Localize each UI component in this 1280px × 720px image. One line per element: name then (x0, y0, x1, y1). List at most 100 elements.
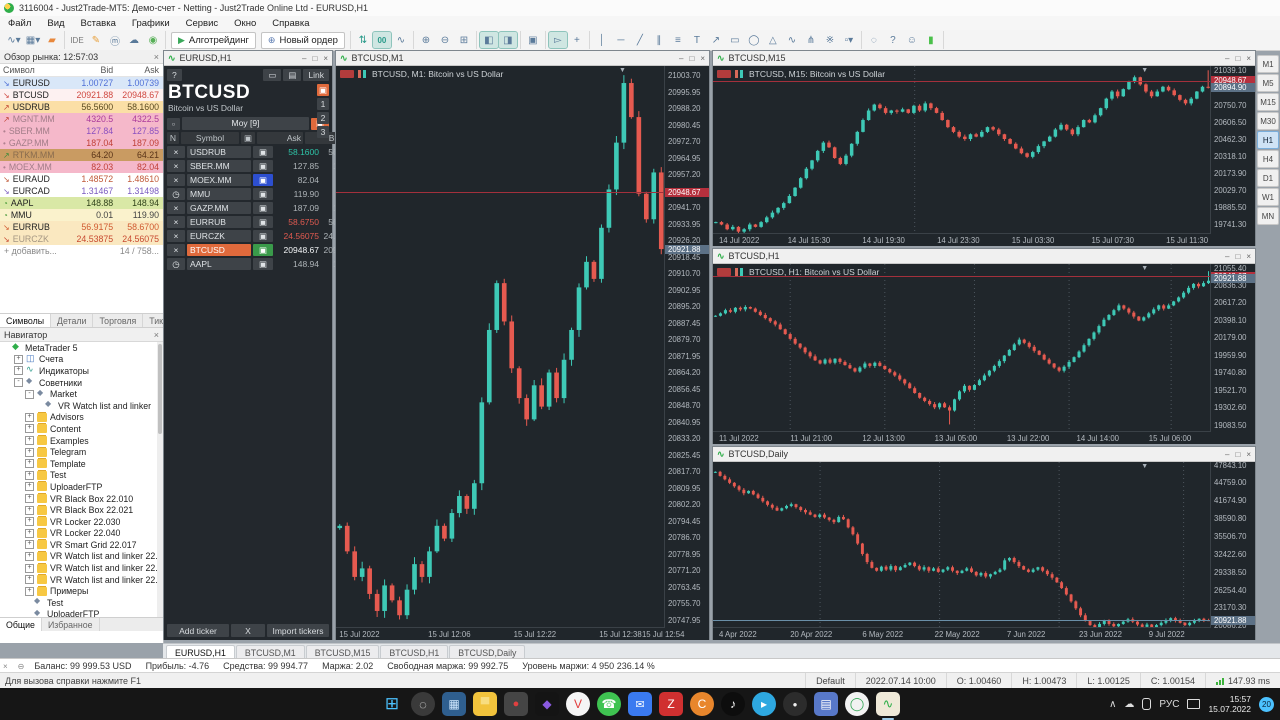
navigator-item[interactable]: + VR Watch list and linker 22.071 (0, 574, 163, 586)
close-icon[interactable]: × (700, 53, 705, 63)
purple-app-button[interactable]: ◆ (535, 692, 559, 716)
metaeditor-button[interactable]: ✎ (91, 34, 101, 46)
navigator-item[interactable]: + Примеры (0, 585, 163, 597)
tree-expander-icon[interactable]: + (25, 551, 34, 561)
recorder-app-button[interactable]: ● (504, 692, 528, 716)
watchlist-row[interactable]: ×USDRUB▣58.160056.5600 (164, 146, 359, 158)
layout-2-button[interactable]: 2 (317, 112, 329, 124)
screenshot-button[interactable]: ▣ (528, 34, 538, 46)
help-icon[interactable]: ? (890, 34, 896, 46)
chart-tab-BTCUSD,M1[interactable]: BTCUSD,M1 (235, 645, 305, 659)
timeframe-H4[interactable]: H4 (1257, 150, 1279, 168)
algo-trading-button[interactable]: ▶ Алготрейдинг (171, 31, 256, 49)
tree-expander-icon[interactable]: - (25, 389, 34, 399)
ticker-symbol[interactable]: SBER.MM (187, 160, 251, 172)
market-watch-row[interactable]: • GAZP.MM 187.04 187.09 (0, 137, 163, 149)
tree-expander-icon[interactable]: + (25, 563, 34, 573)
navigator-tab-Избранное[interactable]: Избранное (42, 618, 100, 631)
maximize-icon[interactable]: □ (1235, 449, 1241, 459)
price-axis-m1[interactable]: 21003.70 20995.95 20988.20 20980.45 20972.70… (664, 66, 709, 628)
navigator-tab-Общие[interactable]: Общие (0, 618, 42, 631)
task-view-button[interactable]: ▦ (442, 692, 466, 716)
link-button[interactable]: Link (303, 69, 329, 81)
wave-tool[interactable]: ∿ (787, 34, 797, 46)
tree-expander-icon[interactable]: + (25, 459, 34, 469)
time-axis-h1[interactable]: 11 Jul 2022 11 Jul 21:00 12 Jul 13:00 13 Ju… (713, 431, 1211, 444)
web-terminal-button[interactable]: ◉ (148, 34, 158, 46)
tiktok-button[interactable]: ♪ (721, 692, 745, 716)
time-axis-m15[interactable]: 14 Jul 2022 14 Jul 15:30 14 Jul 19:30 14 Ju… (713, 233, 1211, 246)
candles-mini-icon[interactable] (358, 70, 368, 78)
status-profile[interactable]: Default (805, 673, 855, 689)
template-button[interactable]: ▤ (283, 69, 302, 81)
search-icon[interactable]: ◌ (870, 34, 877, 46)
floppy-app-button[interactable]: ▤ (814, 692, 838, 716)
crosshair-button[interactable]: + (573, 34, 580, 46)
tree-expander-icon[interactable]: + (25, 575, 34, 585)
navigator-item[interactable]: - Советники (0, 376, 163, 389)
timeframe-M1[interactable]: M1 (1257, 55, 1279, 73)
remove-ticker-icon[interactable]: × (167, 174, 185, 186)
remove-ticker-icon[interactable]: × (167, 146, 185, 158)
copy-icon[interactable]: ▣ (253, 244, 273, 256)
copy-icon[interactable]: ▣ (253, 230, 273, 242)
panel-tab-Торговля[interactable]: Торговля (93, 314, 144, 328)
trendline-tool[interactable]: ╱ (636, 34, 643, 46)
arrow-tool[interactable]: ↗ (711, 34, 721, 46)
watchlist-row[interactable]: ×EURCZK▣24.5607524.53875 (164, 230, 359, 242)
navigator-item[interactable]: + Индикаторы (0, 364, 163, 377)
remove-ticker-icon[interactable]: × (167, 244, 185, 256)
chart-daily[interactable]: ▼ 47843.10 44759.00 41674.90 38590.80 35506.7… (713, 462, 1255, 640)
media-app-button[interactable]: C (690, 692, 714, 716)
menu-item-0[interactable]: Файл (8, 17, 32, 29)
gann-fan-tool[interactable]: ※ (825, 34, 835, 46)
remove-ticker-icon[interactable]: ◷ (167, 188, 185, 200)
close-icon[interactable]: × (323, 53, 328, 63)
navigator-item[interactable]: + VR Watch list and linker 22.050 (0, 551, 163, 563)
profiles-button[interactable]: ▰ (48, 34, 56, 46)
watchlist-row[interactable]: ×GAZP.MM▣187.09187.04 (164, 202, 359, 214)
close-icon[interactable]: × (1246, 449, 1251, 459)
ticker-symbol[interactable]: GAZP.MM (187, 202, 251, 214)
timeframe-M5[interactable]: M5 (1257, 74, 1279, 92)
market-watch-row[interactable]: ↘ EURCAD 1.31467 1.31498 (0, 185, 163, 197)
chart-tab-BTCUSD,H1[interactable]: BTCUSD,H1 (380, 645, 449, 659)
chart-window-daily-titlebar[interactable]: ∿ BTCUSD,Daily – □ × (713, 447, 1255, 462)
navigator-item[interactable]: UploaderFTP (0, 608, 163, 618)
tree-expander-icon[interactable]: + (25, 447, 34, 457)
shapes-dropdown[interactable]: ▫▾ (844, 34, 854, 46)
timeframe-H1[interactable]: H1 (1257, 131, 1279, 149)
text-tool[interactable]: T (693, 34, 700, 46)
list-prev-button[interactable]: ▫ (167, 117, 181, 130)
timeframe-M30[interactable]: M30 (1257, 112, 1279, 130)
cursor-button[interactable]: ▻ (547, 31, 568, 49)
language-indicator[interactable]: РУС (1159, 698, 1180, 710)
watchlist-mini-icon[interactable] (717, 268, 731, 276)
chart-window-dropdown[interactable]: ∿▾ (7, 34, 21, 46)
ring-app-button[interactable]: ◯ (845, 692, 869, 716)
panel-tab-Символы[interactable]: Символы (0, 314, 52, 328)
layout-1-button[interactable]: 1 (317, 98, 329, 110)
tree-expander-icon[interactable]: + (14, 366, 23, 376)
navigator-close-icon[interactable]: × (153, 329, 159, 340)
tree-expander-icon[interactable]: + (25, 412, 34, 422)
rectangle-tool[interactable]: ▭ (730, 34, 740, 46)
navigator-item[interactable]: + VR Watch list and linker 22.060 (0, 562, 163, 574)
chart-h1[interactable]: BTCUSD, H1: Bitcoin vs US Dollar ▼ 21055.4… (713, 264, 1255, 444)
time-axis-daily[interactable]: 4 Apr 2022 20 Apr 2022 6 May 2022 22 May 20… (713, 627, 1211, 640)
network-icon[interactable] (1187, 699, 1201, 709)
chart-m1[interactable]: BTCUSD, M1: Bitcoin vs US Dollar ▼ 21003.7… (336, 66, 709, 640)
bar-chart-button[interactable]: 00 (371, 31, 392, 49)
tree-expander-icon[interactable]: - (14, 378, 23, 388)
market-watch-row[interactable]: • SBER.MM 127.84 127.85 (0, 125, 163, 137)
minimize-icon[interactable]: – (1225, 53, 1230, 63)
list-name[interactable]: Моу [9] (182, 117, 309, 130)
tray-chevron-icon[interactable]: ∧ (1109, 698, 1117, 710)
price-axis-h1[interactable]: 21055.40 20836.30 20617.20 20398.10 20179.00… (1210, 264, 1255, 432)
watchlist-mini-icon[interactable] (340, 70, 354, 78)
add-ticker-button[interactable]: Add ticker (167, 624, 229, 637)
market-watch-row[interactable]: ↗ RTKM.MM 64.20 64.21 (0, 149, 163, 161)
mql5-community-button[interactable]: ⓜ (110, 36, 120, 48)
navigator-item[interactable]: + VR Locker 22.030 (0, 516, 163, 528)
whatsapp-button[interactable]: ☎ (597, 692, 621, 716)
